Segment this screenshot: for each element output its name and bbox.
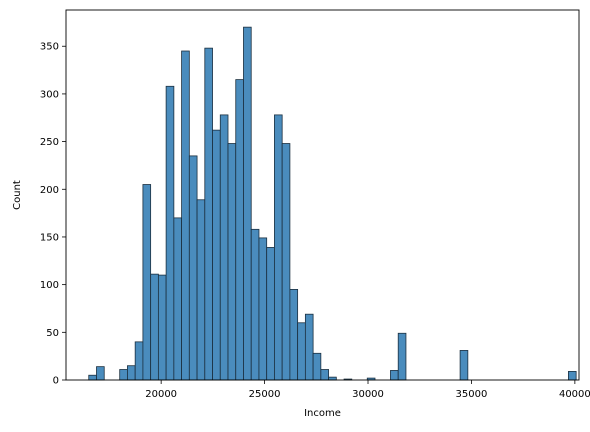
- x-tick-label: 25000: [249, 389, 281, 400]
- x-tick-label: 40000: [559, 389, 590, 400]
- histogram-bar: [157, 274, 167, 381]
- histogram-bar: [281, 143, 291, 381]
- histogram-bar: [397, 332, 407, 381]
- histogram-bar: [235, 79, 244, 381]
- histogram-bar: [204, 47, 213, 381]
- histogram-bar: [266, 247, 275, 381]
- histogram-bar: [243, 26, 252, 381]
- histogram-bar: [227, 143, 237, 381]
- x-tick-label: 20000: [145, 389, 177, 400]
- histogram-bar: [212, 129, 221, 381]
- histogram-bar: [250, 228, 260, 381]
- histogram-bar: [119, 369, 128, 381]
- histogram-bar: [568, 371, 577, 381]
- y-tick-label: 150: [40, 232, 59, 243]
- x-axis-ticks: 20000 25000 30000 35000 40000: [145, 380, 590, 400]
- y-tick-label: 0: [53, 376, 59, 387]
- histogram-bar: [150, 273, 159, 381]
- plot-frame: [65, 9, 580, 381]
- histogram-bar: [196, 199, 206, 381]
- y-axis-ticks: 0 50 100 150 200 250 300 350: [40, 42, 66, 387]
- y-tick-label: 300: [40, 89, 59, 100]
- x-axis-label: Income: [304, 408, 341, 419]
- histogram-bar: [312, 352, 322, 381]
- histogram-bar: [320, 369, 329, 381]
- y-tick-label: 250: [40, 137, 59, 148]
- histogram-bar: [304, 313, 314, 381]
- histogram-bar: [134, 341, 144, 381]
- histogram-bar: [96, 366, 105, 381]
- histogram-bar: [173, 217, 182, 381]
- histogram-bar: [188, 155, 198, 381]
- y-tick-label: 100: [40, 280, 59, 291]
- y-tick-label: 50: [46, 328, 59, 339]
- x-tick-label: 35000: [456, 389, 488, 400]
- y-tick-label: 200: [40, 185, 59, 196]
- histogram-bar: [258, 237, 268, 381]
- histogram-bar: [459, 350, 469, 381]
- y-tick-label: 350: [40, 42, 59, 53]
- histogram-bar: [390, 370, 399, 381]
- histogram-bar: [88, 374, 97, 381]
- bars-group: [88, 26, 577, 381]
- histogram-bar: [297, 322, 306, 381]
- histogram-bar: [219, 114, 229, 381]
- histogram-bar: [142, 184, 152, 381]
- x-tick-label: 30000: [352, 389, 384, 400]
- histogram-bar: [274, 114, 283, 381]
- histogram-bar: [127, 365, 136, 381]
- histogram-bar: [165, 85, 175, 381]
- histogram-bar: [181, 50, 190, 381]
- histogram-bar: [289, 289, 299, 381]
- y-axis-label: Count: [12, 180, 23, 210]
